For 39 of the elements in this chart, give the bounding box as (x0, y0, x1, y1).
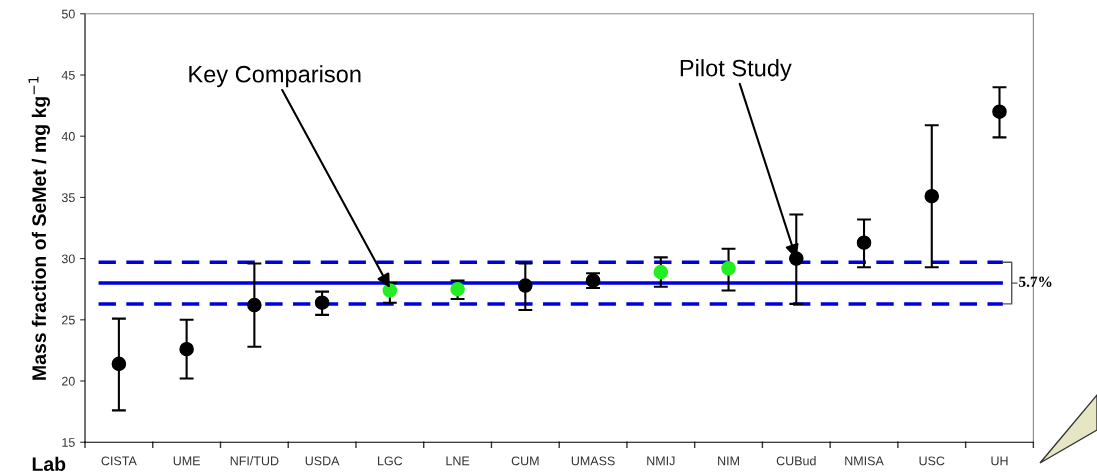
annotation: Key Comparison (189, 65, 361, 88)
x-tick-label: NMISA (845, 456, 884, 466)
x-tick-label: LNE (446, 456, 470, 466)
point (450, 281, 465, 297)
x-tick-label: USC (919, 456, 945, 466)
point (314, 295, 330, 310)
x-tick-label: USDA (305, 456, 340, 466)
y-tick-label: 20 (62, 376, 75, 386)
y-tick-label: 50 (61, 9, 75, 19)
annotation: Pilot Study (680, 59, 792, 82)
point (111, 356, 127, 372)
x-tick-label: CUM (511, 456, 539, 466)
x-tick-label: NIM (718, 456, 739, 466)
point (247, 297, 262, 313)
x-tick-label: CUBud (776, 456, 816, 466)
x-tick-label: NMIJ (647, 456, 675, 466)
y-tick-label: 30 (61, 254, 75, 264)
y-tick-label: 25 (62, 315, 75, 325)
point (179, 341, 194, 357)
point (924, 188, 940, 204)
text: 5.7% (1019, 276, 1052, 287)
point (518, 278, 533, 293)
x-tick-label: LGC (378, 456, 403, 466)
point (382, 283, 398, 298)
x-axis-title: Lab (32, 456, 66, 472)
y-tick-label: 15 (62, 438, 75, 447)
x-tick-label: UMASS (571, 456, 615, 466)
y-tick-label: 45 (61, 70, 75, 80)
point (721, 261, 736, 276)
point (856, 235, 872, 250)
y-tick-label: 40 (61, 131, 75, 141)
x-tick-label: CISTA (101, 456, 137, 466)
x-tick-label: NFI/TUD (230, 456, 279, 466)
point (992, 104, 1007, 119)
x-tick-label: UME (173, 456, 200, 466)
y-tick-label: 35 (61, 193, 75, 203)
y-axis-title: Mass fraction of SeMet / mg kg$^{−1}$ (28, 76, 50, 380)
point (653, 264, 669, 280)
x-tick-label: UH (991, 456, 1008, 466)
